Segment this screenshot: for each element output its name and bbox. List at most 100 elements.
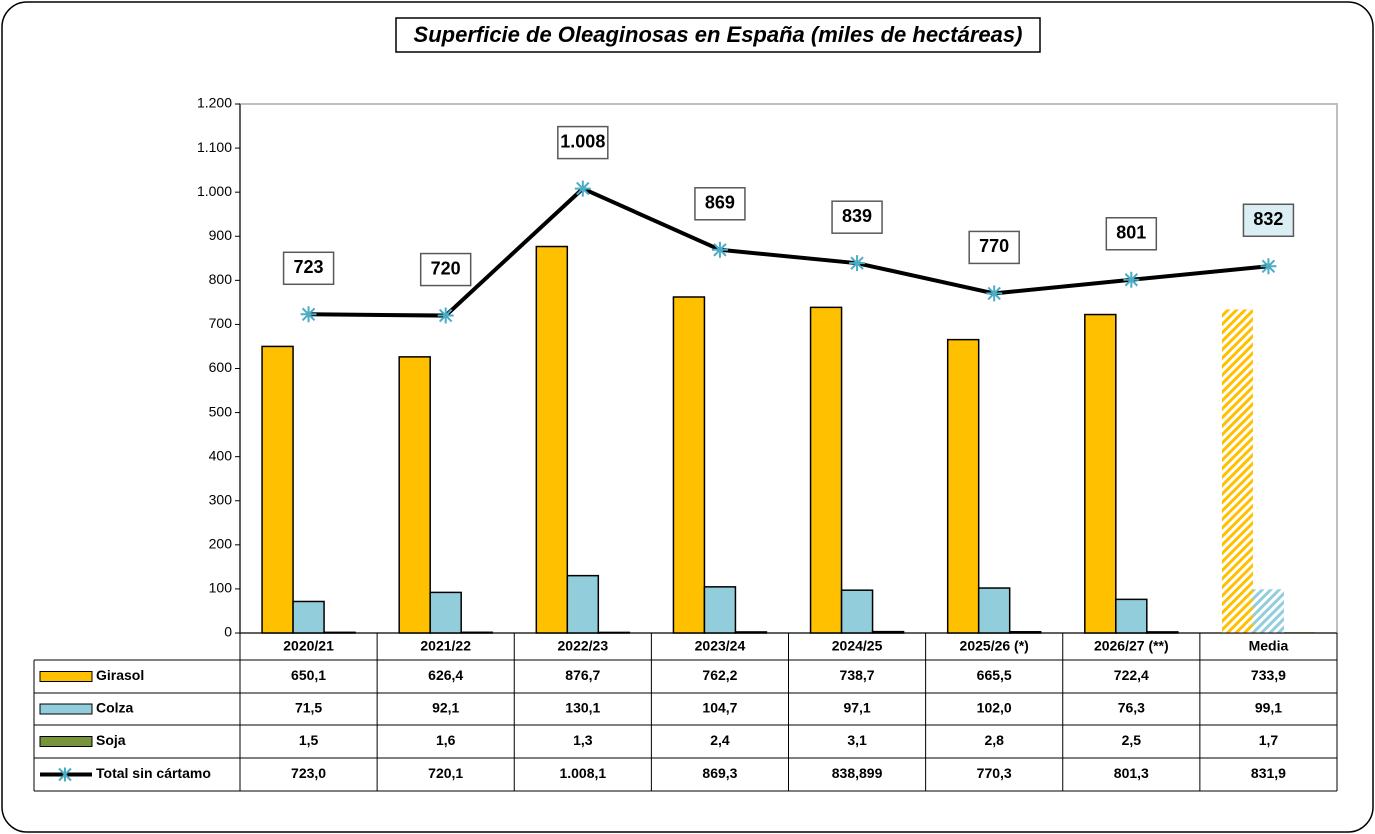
- label-box: [831, 200, 883, 234]
- bar: [1252, 589, 1284, 633]
- title-box: [395, 17, 1041, 53]
- x-tick-label: 2023/24: [695, 638, 746, 654]
- bar: [1221, 309, 1253, 633]
- x-tick-label: 2024/25: [832, 638, 883, 654]
- table-value: 762,2: [702, 667, 737, 683]
- data-label: 723: [294, 257, 324, 277]
- table-value: 626,4: [428, 667, 463, 683]
- table-value: 801,3: [1114, 765, 1149, 781]
- data-label: 1.008: [560, 131, 605, 151]
- bar: [1115, 598, 1148, 634]
- legend-label: Colza: [96, 700, 134, 716]
- table-value: 665,5: [977, 667, 1012, 683]
- label-box: [419, 252, 472, 287]
- x-tick-label: 2021/22: [420, 638, 471, 654]
- table-value: 104,7: [702, 700, 737, 716]
- table-value: 723,0: [291, 765, 326, 781]
- table-value: 831,9: [1251, 765, 1286, 781]
- bar: [292, 600, 325, 634]
- table-value: 2,5: [1122, 732, 1142, 748]
- table-value: 733,9: [1251, 667, 1286, 683]
- table-value: 1,7: [1259, 732, 1279, 748]
- data-label: 832: [1253, 209, 1283, 229]
- data-label: 770: [979, 236, 1009, 256]
- data-label: 869: [705, 193, 735, 213]
- bar: [672, 296, 706, 634]
- y-tick-label: 500: [209, 403, 233, 419]
- table-value: 720,1: [428, 765, 463, 781]
- x-tick-label: 2020/21: [283, 638, 334, 654]
- bar: [703, 586, 737, 634]
- data-label: 720: [431, 258, 461, 278]
- table-value: 838,899: [832, 765, 883, 781]
- y-tick-label: 100: [209, 580, 233, 596]
- marker: [574, 180, 591, 197]
- table-value: 869,3: [702, 765, 737, 781]
- bar: [1084, 313, 1117, 634]
- marker: [1123, 271, 1140, 288]
- y-tick-label: 1.200: [197, 95, 232, 111]
- table-value: 1.008,1: [559, 765, 606, 781]
- table-value: 1,3: [573, 732, 593, 748]
- legend-label: Girasol: [96, 667, 144, 683]
- table-value: 3,1: [847, 732, 867, 748]
- table-value: 92,1: [432, 700, 459, 716]
- y-tick-label: 200: [209, 536, 233, 552]
- bar: [809, 306, 843, 634]
- table-value: 770,3: [977, 765, 1012, 781]
- y-tick-label: 900: [209, 227, 233, 243]
- bar: [977, 587, 1011, 634]
- marker: [300, 306, 317, 323]
- table-value: 1,6: [436, 732, 456, 748]
- label-box: [968, 230, 1020, 265]
- label-box: [1242, 203, 1295, 238]
- table-value: 1,5: [299, 732, 319, 748]
- legend-label: Soja: [96, 732, 126, 748]
- data-label: 801: [1116, 223, 1146, 243]
- y-tick-label: 800: [209, 271, 233, 287]
- label-box: [1105, 217, 1158, 251]
- marker: [711, 241, 728, 258]
- legend-key: [39, 736, 93, 747]
- table-value: 722,4: [1114, 667, 1149, 683]
- legend-key: [39, 703, 93, 715]
- table-value: 738,7: [840, 667, 875, 683]
- y-tick-label: 600: [209, 359, 233, 375]
- label-box: [282, 251, 335, 286]
- bar: [398, 356, 431, 634]
- table-value: 2,4: [710, 732, 730, 748]
- table-value: 102,0: [977, 700, 1012, 716]
- legend-label: Total sin cártamo: [96, 765, 211, 781]
- marker: [437, 307, 454, 324]
- table-value: 76,3: [1118, 700, 1145, 716]
- table-value: 876,7: [565, 667, 600, 683]
- bar: [946, 338, 980, 634]
- legend-marker: [58, 767, 72, 782]
- marker: [849, 255, 866, 272]
- bar: [566, 574, 600, 634]
- table-value: 99,1: [1255, 700, 1282, 716]
- bar: [840, 589, 874, 634]
- bar: [535, 245, 569, 634]
- bar: [429, 591, 462, 634]
- table-value: 130,1: [565, 700, 600, 716]
- table-value: 2,8: [984, 732, 1004, 748]
- label-box: [557, 125, 609, 160]
- y-tick-label: 0: [224, 624, 232, 640]
- legend-key: [39, 671, 93, 682]
- x-tick-label: Media: [1249, 638, 1289, 654]
- marker: [986, 285, 1003, 302]
- x-tick-label: 2025/26 (*): [960, 638, 1029, 654]
- y-tick-label: 300: [209, 491, 233, 507]
- marker: [1260, 258, 1277, 275]
- y-tick-label: 1.100: [197, 139, 232, 155]
- table-value: 71,5: [295, 700, 322, 716]
- table-value: 650,1: [291, 667, 326, 683]
- chart-title: Superficie de Oleaginosas en España (mil…: [414, 22, 1023, 47]
- bar: [261, 345, 294, 634]
- data-label: 839: [842, 206, 872, 226]
- table-value: 97,1: [843, 700, 870, 716]
- y-tick-label: 400: [209, 447, 233, 463]
- x-tick-label: 2026/27 (**): [1094, 638, 1169, 654]
- label-box: [694, 187, 746, 221]
